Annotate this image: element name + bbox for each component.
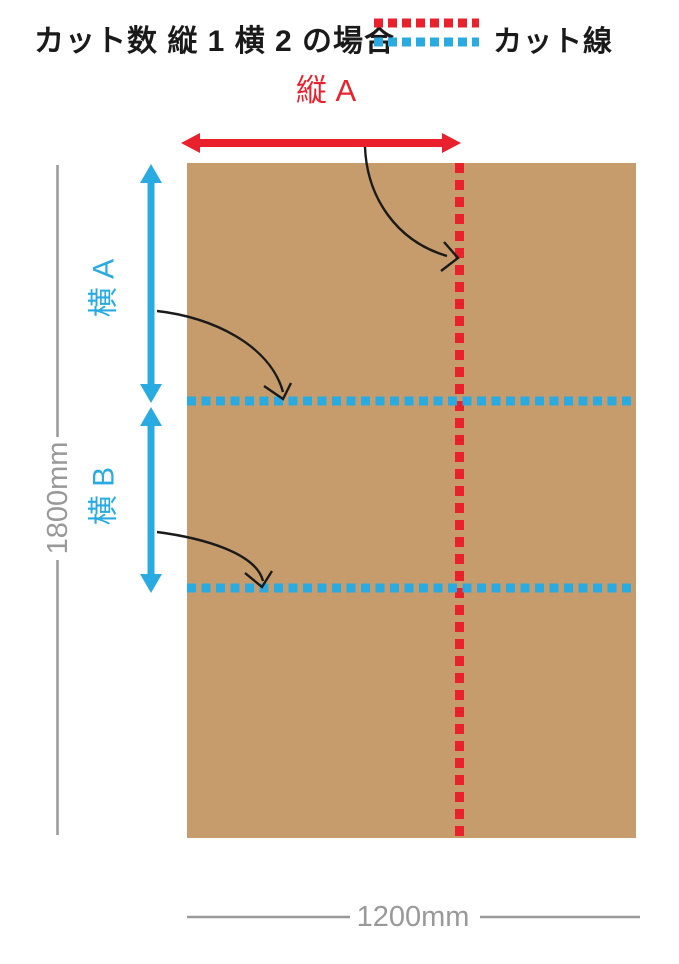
blue-arrow-a-bottom-head (140, 384, 162, 403)
vertical-cut-label: 縦 A (296, 73, 357, 108)
pointer-arrow-vertical-cut-head (440, 241, 460, 272)
pointer-arrow-horizontal-a (156, 309, 285, 393)
blue-arrow-b-bottom-head (140, 574, 162, 593)
height-dimension: 1800mm (42, 165, 74, 835)
blue-arrow-b-top-head (140, 407, 162, 426)
pointer-arrow-vertical-cut (363, 146, 448, 258)
pointer-arrow-horizontal-b-head (244, 570, 274, 589)
cut-line-legend: カット線 (374, 18, 613, 58)
vertical-cut-width-arrow (181, 133, 461, 153)
horizontal-a-label: 横 A (88, 259, 121, 317)
horizontal-a-height-arrow (140, 164, 162, 403)
pointer-arrows (156, 146, 460, 589)
horizontal-b-height-arrow (140, 407, 162, 593)
height-dimension-label: 1800mm (42, 442, 74, 555)
board-panel (187, 163, 636, 838)
legend-label: カット線 (493, 24, 613, 58)
width-dimension-label: 1200mm (357, 901, 470, 933)
red-arrow-right-head (442, 133, 461, 153)
width-dimension: 1200mm (187, 901, 640, 933)
pointer-arrow-horizontal-a-head (263, 382, 293, 401)
blue-arrow-a-top-head (140, 164, 162, 183)
pointer-arrow-horizontal-b (156, 530, 265, 582)
horizontal-b-label: 横 B (88, 467, 121, 525)
diagram-title: カット数 縦 1 横 2 の場合 (34, 24, 395, 58)
red-arrow-left-head (181, 133, 200, 153)
